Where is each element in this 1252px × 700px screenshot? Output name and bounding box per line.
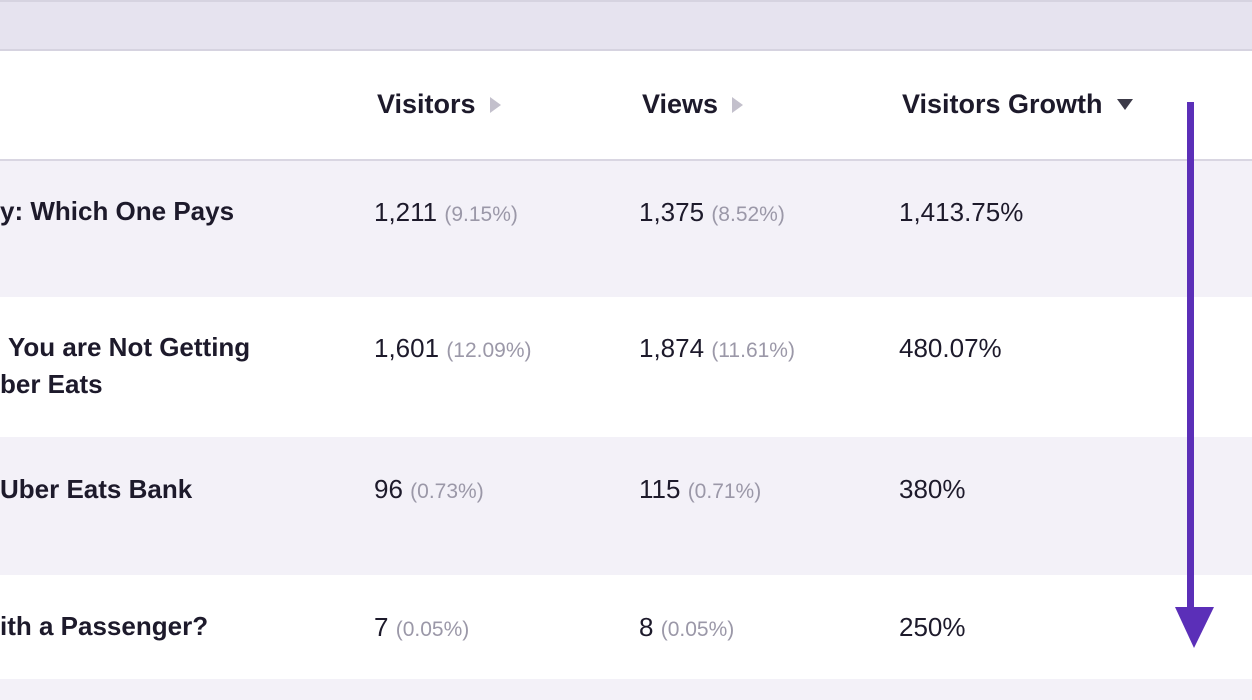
sort-descending-icon bbox=[1116, 99, 1133, 110]
growth-cell: 250% bbox=[899, 612, 966, 642]
sort-arrow-right-icon bbox=[489, 96, 501, 113]
table-header: Visitors Views Visitors Growth bbox=[0, 51, 1252, 161]
visitors-percent: (9.15%) bbox=[444, 203, 518, 226]
views-percent: (0.71%) bbox=[687, 480, 762, 503]
visitors-percent: (0.73%) bbox=[410, 480, 484, 503]
top-bar bbox=[0, 0, 1252, 51]
table-row[interactable]: y: Which One Pays 1,211 (9.15%) 1,375 (8… bbox=[0, 161, 1252, 297]
table-row[interactable]: You are Not Getting ber Eats 1,601 (12.0… bbox=[0, 297, 1252, 437]
views-value: 1,874 bbox=[639, 333, 705, 363]
page-title[interactable]: ith a Passenger? bbox=[0, 611, 209, 641]
growth-cell: 480.07% bbox=[899, 333, 1002, 363]
visitors-cell: 1,601 (12.09%) bbox=[374, 333, 532, 364]
sort-arrow-right-icon bbox=[732, 96, 744, 113]
column-label: Views bbox=[642, 89, 719, 119]
visitors-value: 7 bbox=[374, 612, 389, 642]
views-cell: 8 (0.05%) bbox=[639, 612, 734, 643]
visitors-cell: 1,211 (9.15%) bbox=[374, 197, 518, 228]
views-value: 115 bbox=[639, 474, 681, 504]
views-value: 1,375 bbox=[639, 197, 705, 227]
visitors-cell: 96 (0.73%) bbox=[374, 474, 484, 505]
column-label: Visitors Growth bbox=[902, 89, 1103, 119]
column-header-views[interactable]: Views bbox=[642, 89, 744, 120]
table-row[interactable]: Uber Eats Bank 96 (0.73%) 115 (0.71%) 38… bbox=[0, 437, 1252, 575]
views-percent: (11.61%) bbox=[711, 339, 795, 362]
visitors-value: 1,211 bbox=[374, 197, 438, 227]
table-row bbox=[0, 679, 1252, 700]
page-title-line[interactable]: ber Eats bbox=[0, 369, 103, 399]
page-title[interactable]: Uber Eats Bank bbox=[0, 474, 193, 504]
visitors-percent: (0.05%) bbox=[395, 618, 470, 641]
views-value: 8 bbox=[639, 612, 654, 642]
views-percent: (8.52%) bbox=[711, 203, 785, 226]
visitors-value: 1,601 bbox=[374, 333, 440, 363]
column-label: Visitors bbox=[377, 89, 476, 119]
visitors-percent: (12.09%) bbox=[446, 339, 532, 362]
growth-cell: 380% bbox=[899, 474, 966, 504]
table-row[interactable]: ith a Passenger? 7 (0.05%) 8 (0.05%) 250… bbox=[0, 575, 1252, 679]
visitors-value: 96 bbox=[374, 474, 403, 504]
views-percent: (0.05%) bbox=[660, 618, 735, 641]
views-cell: 1,375 (8.52%) bbox=[639, 197, 785, 228]
growth-cell: 1,413.75% bbox=[899, 197, 1024, 227]
page-title[interactable]: y: Which One Pays bbox=[0, 196, 235, 226]
column-header-visitors[interactable]: Visitors bbox=[377, 89, 501, 120]
page-title-line[interactable]: You are Not Getting bbox=[8, 332, 251, 362]
column-header-visitors-growth[interactable]: Visitors Growth bbox=[902, 89, 1133, 120]
views-cell: 1,874 (11.61%) bbox=[639, 333, 795, 364]
views-cell: 115 (0.71%) bbox=[639, 474, 761, 505]
visitors-cell: 7 (0.05%) bbox=[374, 612, 469, 643]
